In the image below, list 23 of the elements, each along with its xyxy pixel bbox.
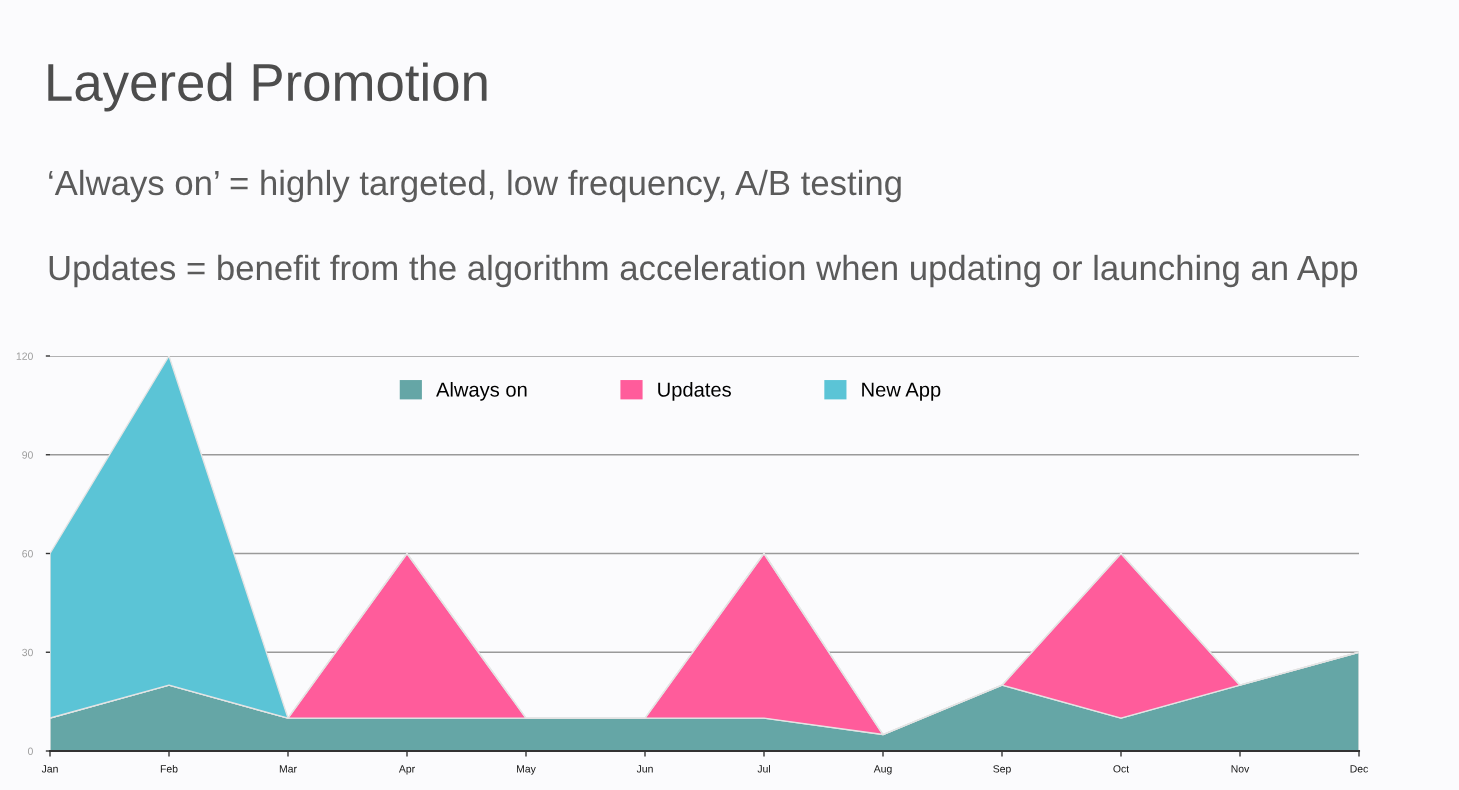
x-tick-label: Oct (1113, 765, 1130, 773)
chart-subtitle: ‘Always on’ = highly targeted, low frequency, A/B testing (49, 169, 901, 203)
y-tick-label: 120 (16, 352, 33, 360)
x-tick-label: Mar (279, 765, 297, 773)
x-tick-label: Jun (636, 765, 653, 773)
x-tick-label: Sep (993, 765, 1011, 775)
legend-label: New App (862, 382, 941, 401)
x-tick-label: Nov (1231, 765, 1250, 773)
y-tick-label: 60 (22, 550, 33, 558)
y-tick-label: 90 (22, 451, 33, 459)
legend-label: Updates (658, 381, 731, 401)
x-tick-label: May (517, 765, 536, 775)
y-tick-label: 30 (22, 648, 33, 657)
x-tick-label: Aug (873, 765, 892, 775)
chart-title: Layered Promotion (48, 62, 487, 112)
x-tick-label: Jan (41, 765, 58, 773)
y-tick-label: 0 (27, 747, 33, 755)
x-tick-label: Jul (757, 764, 770, 773)
legend-label: Always on (436, 381, 527, 401)
x-tick-label: Dec (1350, 765, 1368, 773)
x-tick-label: Apr (398, 765, 415, 775)
text: Updates = benefit from the algorithm acceleration when updating or launching an App (49, 254, 1358, 288)
x-tick-label: Feb (160, 764, 178, 773)
